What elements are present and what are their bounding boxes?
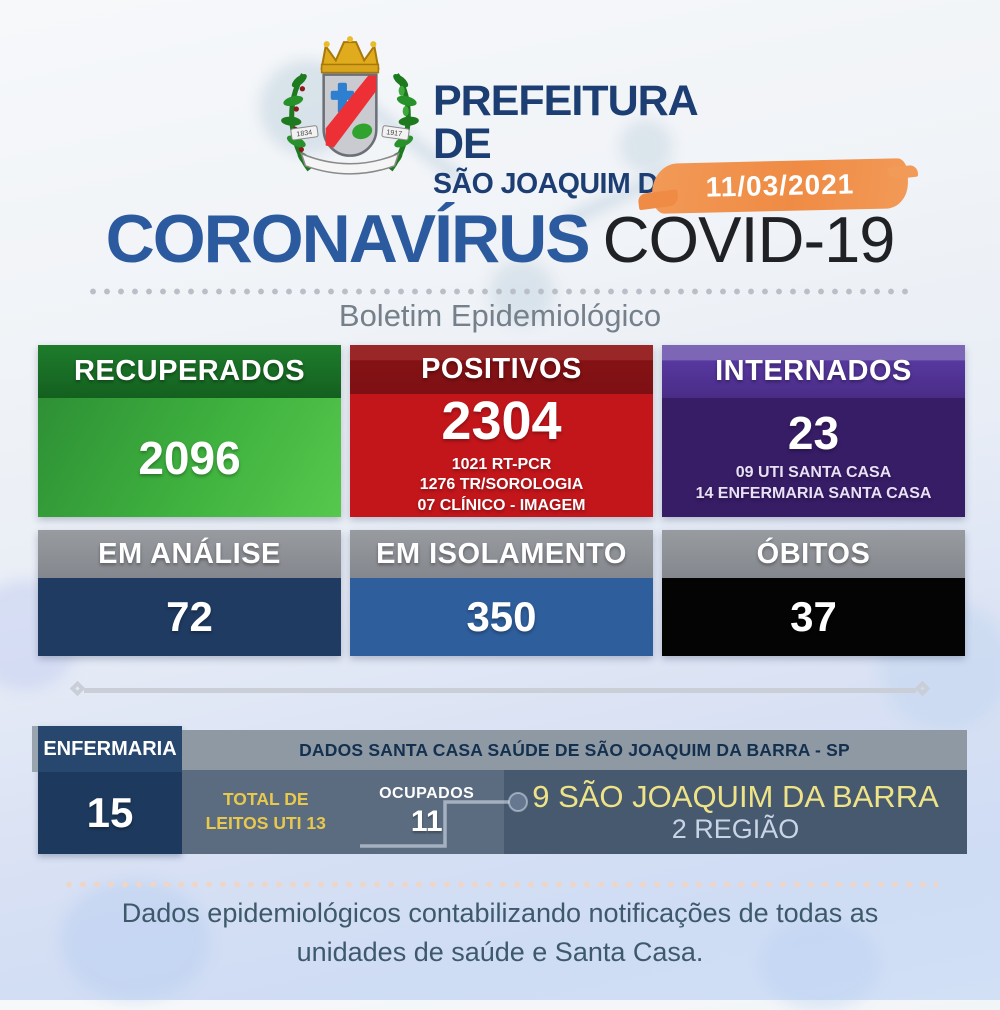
laurel-branch-left [281, 73, 314, 172]
ocupados-value: 11 [410, 805, 443, 838]
page-subtitle: Boletim Epidemiológico [338, 298, 662, 333]
detail-clinico: 07 CLÍNICO - IMAGEM [417, 497, 586, 515]
page-title: CORONAVÍRUS COVID-19 [0, 200, 1000, 278]
card-internados: INTERNADOS 23 09 UTI SANTA CASA 14 ENFER… [662, 345, 965, 517]
title-covid19: COVID-19 [602, 203, 896, 276]
ribbon-left: 1834 [290, 125, 319, 141]
card-obitos-value: 37 [790, 593, 837, 640]
enfermaria-label: ENFERMARIA [32, 726, 182, 772]
card-recuperados: RECUPERADOS 2096 [38, 345, 341, 517]
card-em-analise-label: EM ANÁLISE [38, 530, 341, 578]
diamond-divider [69, 680, 931, 698]
crown-icon [320, 36, 380, 74]
enfermaria-value: 15 [86, 789, 134, 836]
card-internados-value: 23 [787, 407, 840, 460]
title-coronavirus: CORONAVÍRUS [105, 201, 591, 277]
ribbon-right: 1917 [381, 125, 410, 141]
card-em-analise-value: 72 [166, 593, 213, 640]
stat-cards-grid: RECUPERADOS 2096 POSITIVOS 2304 1021 RT-… [38, 345, 965, 656]
bulletin-date: 11/03/2021 [705, 168, 855, 203]
org-name-line1: PREFEITURA DE [433, 77, 697, 168]
divider-bar [84, 688, 916, 693]
card-positivos: POSITIVOS 2304 1021 RT-PCR 1276 TR/SOROL… [350, 345, 653, 517]
uti-total-line1: TOTAL DE [222, 789, 309, 810]
title-dotted-divider [86, 288, 914, 295]
uti-total-line2: LEITOS UTI 13 [205, 813, 326, 833]
green-leaf [352, 123, 373, 140]
card-em-isolamento-value: 350 [466, 593, 537, 640]
card-obitos-label: ÓBITOS [662, 530, 965, 578]
card-positivos-label: POSITIVOS [350, 345, 653, 394]
shield [322, 73, 378, 157]
city-coat-of-arms: 1834 1917 [281, 36, 419, 175]
region-count-line: 2 REGIÃO [671, 814, 800, 845]
footer-note: Dados epidemiológicos contabilizando not… [0, 894, 1000, 972]
detail-rtpcr: 1021 RT-PCR [451, 455, 552, 473]
card-internados-details: 09 UTI SANTA CASA 14 ENFERMARIA SANTA CA… [696, 463, 932, 505]
footer-note-line1: Dados epidemiológicos contabilizando not… [121, 898, 879, 928]
detail-sorologia: 1276 TR/SOROLOGIA [419, 476, 584, 494]
diamond-icon [914, 680, 931, 697]
card-em-analise: EM ANÁLISE 72 [38, 530, 341, 656]
diamond-icon [69, 680, 86, 697]
ocupados-block: OCUPADOS 11 [349, 785, 504, 839]
card-obitos: ÓBITOS 37 [662, 530, 965, 656]
card-em-isolamento-label: EM ISOLAMENTO [350, 530, 653, 578]
uti-total-label: TOTAL DE LEITOS UTI 13 [182, 788, 349, 835]
footer-note-line2: unidades de saúde e Santa Casa. [296, 937, 704, 968]
card-recuperados-label: RECUPERADOS [38, 345, 341, 398]
city-count-line: 9 SÃO JOAQUIM DA BARRA [532, 778, 939, 814]
card-em-isolamento: EM ISOLAMENTO 350 [350, 530, 653, 656]
enfermaria-box: ENFERMARIA 15 [32, 726, 182, 854]
card-positivos-value: 2304 [441, 390, 562, 451]
city-region-panel: 9 SÃO JOAQUIM DA BARRA 2 REGIÃO [504, 770, 967, 854]
laurel-branch-right [386, 73, 419, 172]
footer-dotted-divider [62, 881, 938, 888]
detail-uti: 09 UTI SANTA CASA [735, 464, 892, 482]
ribbon-bottom [300, 152, 400, 175]
uti-stats-panel: TOTAL DE LEITOS UTI 13 OCUPADOS 11 [182, 770, 504, 854]
red-band [325, 75, 377, 148]
card-positivos-details: 1021 RT-PCR 1276 TR/SOROLOGIA 07 CLÍNICO… [417, 455, 585, 517]
svg-text:1917: 1917 [386, 128, 403, 138]
ocupados-label: OCUPADOS [379, 785, 475, 802]
detail-enfermaria: 14 ENFERMARIA SANTA CASA [695, 485, 932, 502]
santa-casa-panel-title: DADOS SANTA CASA SAÚDE DE SÃO JOAQUIM DA… [182, 730, 967, 770]
card-internados-label: INTERNADOS [662, 345, 965, 398]
card-recuperados-value: 2096 [138, 431, 241, 484]
svg-text:1834: 1834 [296, 128, 313, 138]
